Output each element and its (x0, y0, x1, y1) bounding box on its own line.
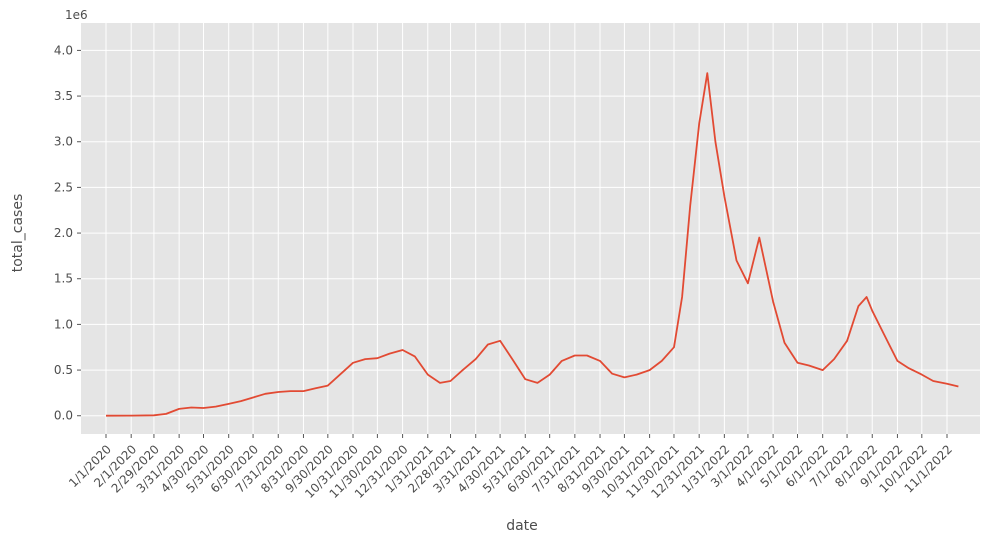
y-axis-ticks: 0.0 0.5 1.0 1.5 2.0 2.5 3.0 3.5 4.0 (54, 43, 81, 423)
x-axis-ticks: 1/1/20202/1/20202/29/20203/31/20204/30/2… (66, 434, 955, 501)
vertical-gridlines (105, 23, 948, 434)
y-tick-label: 4.0 (54, 43, 73, 57)
y-tick-label: 1.0 (54, 317, 73, 331)
series-line (105, 72, 959, 417)
y-tick-label: 0.0 (54, 409, 73, 423)
y-tick-label: 0.5 (54, 363, 73, 377)
y-tick-label: 2.0 (54, 226, 73, 240)
x-axis-title: date (506, 518, 538, 534)
plot-background (81, 23, 980, 434)
y-tick-label: 3.5 (54, 89, 73, 103)
series-layer (105, 72, 959, 417)
y-axis-title: total_cases (10, 194, 26, 273)
horizontal-gridlines (81, 49, 980, 417)
y-tick-label: 1.5 (54, 272, 73, 286)
y-offset-label: 1e6 (65, 8, 88, 22)
y-tick-label: 3.0 (54, 135, 73, 149)
y-tick-label: 2.5 (54, 180, 73, 194)
